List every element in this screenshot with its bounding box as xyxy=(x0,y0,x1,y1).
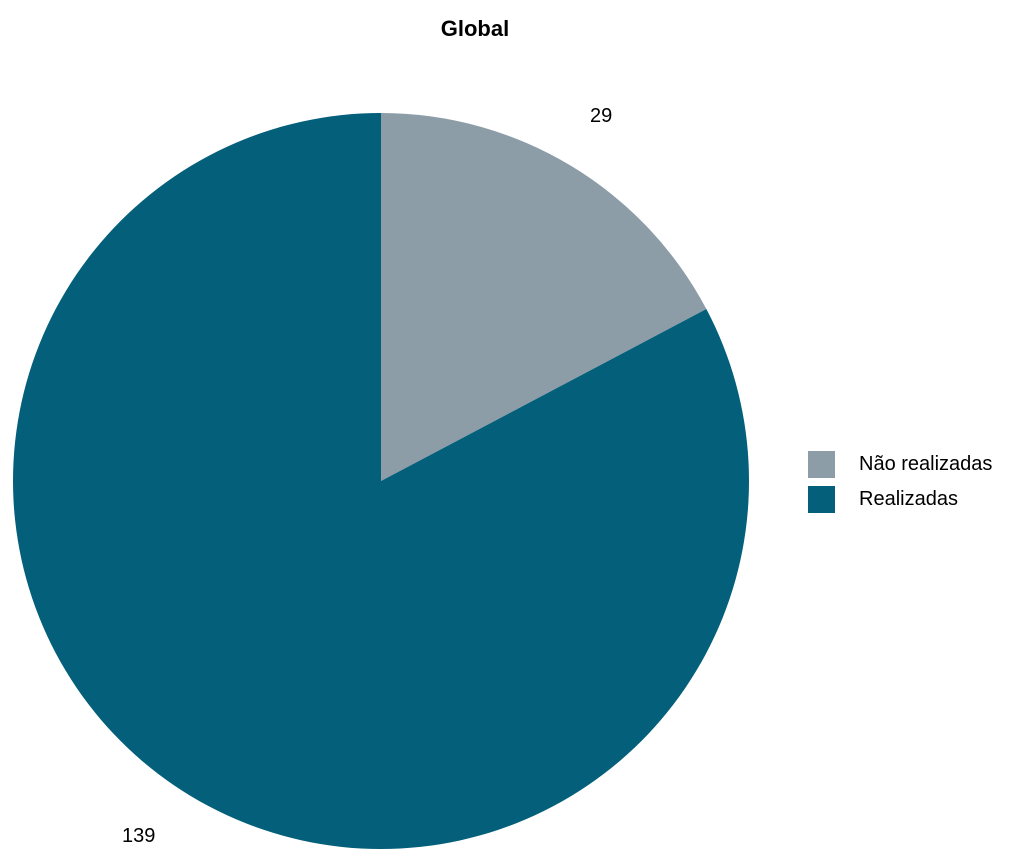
legend-swatch-realizadas xyxy=(808,486,835,513)
legend-swatch-nao-realizadas xyxy=(808,451,835,478)
legend-label-realizadas: Realizadas xyxy=(859,488,958,510)
legend-item-nao-realizadas: Não realizadas xyxy=(808,447,992,482)
pie-slice-n-o-realizadas xyxy=(381,113,707,481)
chart-title: Global xyxy=(440,16,510,41)
legend-label-nao-realizadas: Não realizadas xyxy=(859,453,993,475)
legend-item-realizadas: Realizadas xyxy=(808,482,992,517)
pie-slice-realizadas xyxy=(13,113,750,849)
data-label-realizadas: 139 xyxy=(122,825,156,847)
legend: Não realizadas Realizadas xyxy=(808,447,992,517)
data-label-n-o-realizadas: 29 xyxy=(590,105,613,127)
